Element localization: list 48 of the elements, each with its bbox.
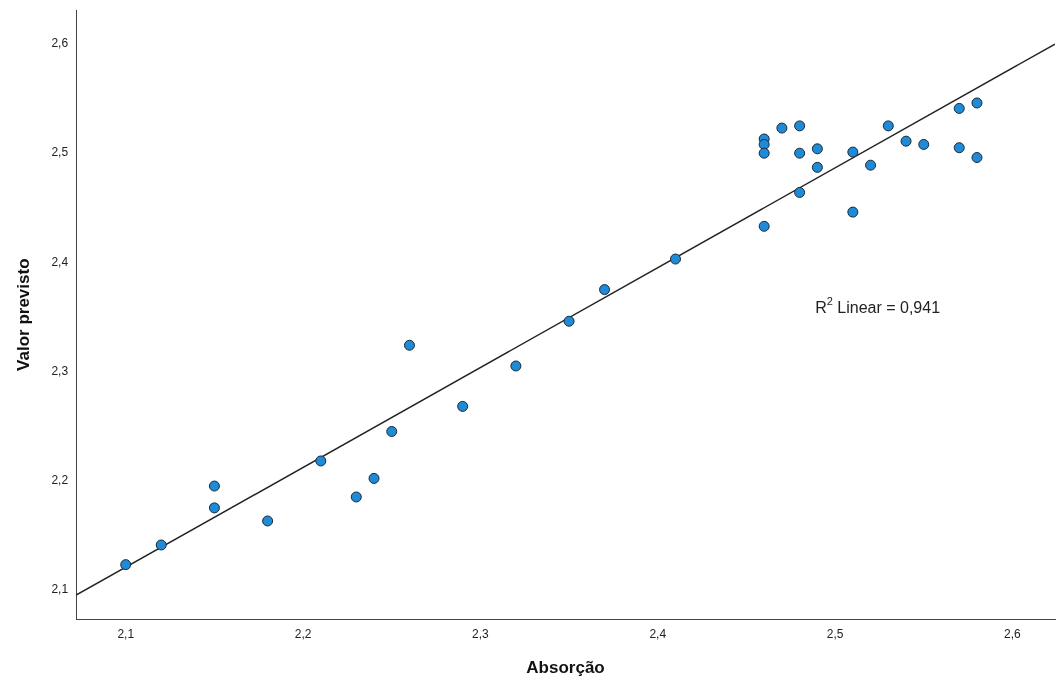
point: [953, 142, 965, 154]
x-tick-label: 2,3: [472, 626, 490, 641]
y-tick-label: 2,1: [51, 582, 69, 597]
point: [758, 138, 770, 150]
point: [811, 143, 823, 155]
y-tick-label: 2,5: [51, 145, 69, 160]
point: [847, 146, 859, 158]
point: [758, 147, 770, 159]
point: [811, 161, 823, 173]
point: [669, 253, 681, 265]
point: [794, 147, 806, 159]
point: [368, 472, 380, 484]
point: [953, 102, 965, 114]
point: [865, 159, 877, 171]
y-axis-title: Valor previsto: [13, 258, 33, 371]
point: [262, 515, 274, 527]
point: [403, 339, 415, 351]
x-tick-label: 2,1: [117, 626, 135, 641]
point: [563, 315, 575, 327]
y-tick-label: 2,4: [51, 254, 69, 269]
point: [208, 502, 220, 514]
point: [794, 186, 806, 198]
y-tick-label: 2,3: [51, 363, 69, 378]
point: [971, 97, 983, 109]
x-tick-label: 2,5: [826, 626, 844, 641]
x-tick-label: 2,2: [294, 626, 312, 641]
x-axis-title: Absorção: [526, 658, 605, 678]
point: [120, 559, 132, 571]
point: [208, 480, 220, 492]
point: [386, 425, 398, 437]
point: [155, 539, 167, 551]
point: [510, 360, 522, 372]
point: [457, 400, 469, 412]
point: [847, 206, 859, 218]
y-tick-label: 2,2: [51, 472, 69, 487]
point: [794, 120, 806, 132]
point: [900, 135, 912, 147]
point: [350, 491, 362, 503]
point: [599, 284, 611, 296]
point: [918, 138, 930, 150]
point: [882, 120, 894, 132]
x-tick-label: 2,4: [649, 626, 667, 641]
x-tick-label: 2,6: [1004, 626, 1022, 641]
point: [971, 152, 983, 164]
point: [315, 455, 327, 467]
point: [776, 122, 788, 134]
point: [758, 220, 770, 232]
y-tick-label: 2,6: [51, 36, 69, 51]
